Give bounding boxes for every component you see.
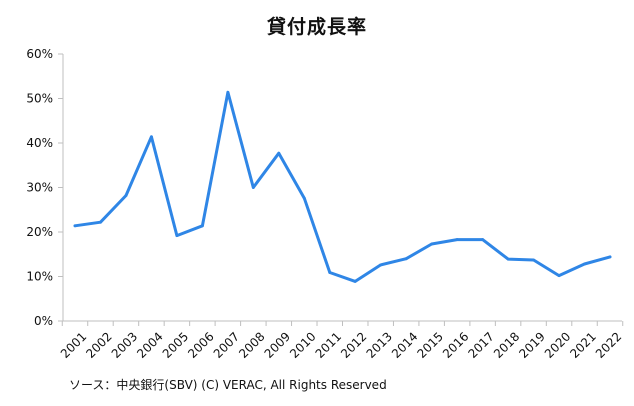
data-point — [73, 224, 77, 228]
y-tick-label: 50% — [26, 92, 53, 106]
series-line — [73, 90, 612, 283]
series-group — [73, 90, 612, 283]
data-point — [226, 90, 230, 94]
data-point — [430, 242, 434, 246]
axes — [58, 53, 624, 326]
y-tick-label: 40% — [26, 136, 53, 150]
data-point — [328, 271, 332, 274]
y-tick-label: 20% — [26, 225, 53, 239]
x-tick-label: 2017 — [465, 329, 496, 360]
x-tick-label: 2006 — [185, 329, 216, 360]
x-tick-label: 2019 — [516, 329, 547, 360]
y-tick-label: 60% — [26, 47, 53, 61]
data-point — [379, 263, 383, 267]
x-tick-label: 2016 — [440, 329, 471, 360]
data-point — [353, 279, 357, 283]
source-note: ソース：中央銀行(SBV) (C) VERAC, All Rights Rese… — [69, 378, 387, 392]
x-tick-label: 2022 — [593, 329, 624, 360]
x-tick-label: 2003 — [109, 329, 140, 360]
x-tick-label: 2002 — [83, 329, 114, 360]
data-point — [99, 220, 102, 224]
data-point — [506, 257, 510, 261]
data-point — [532, 258, 535, 262]
x-tick-label: 2014 — [389, 329, 420, 360]
x-axis-labels: 2001200220032004200520062007200820092010… — [58, 329, 624, 360]
x-tick-label: 2009 — [262, 329, 293, 360]
data-point — [200, 224, 204, 228]
x-tick-label: 2020 — [542, 329, 573, 360]
x-tick-label: 2018 — [491, 329, 522, 360]
data-point — [251, 186, 255, 189]
chart-title: 貸付成長率 — [266, 16, 367, 38]
x-tick-label: 2010 — [287, 329, 318, 360]
x-tick-label: 2008 — [236, 329, 267, 360]
x-tick-label: 2013 — [364, 329, 395, 360]
data-point — [302, 196, 306, 200]
data-point — [481, 238, 485, 241]
x-tick-label: 2007 — [211, 329, 242, 360]
data-point — [124, 194, 128, 197]
data-point — [175, 234, 179, 237]
y-axis-labels: 0% 10% 20% 30% 40% 50% 60% — [26, 47, 53, 328]
x-tick-label: 2012 — [338, 329, 369, 360]
y-tick-label: 30% — [26, 181, 53, 195]
data-point — [150, 135, 153, 139]
x-tick-label: 2015 — [415, 329, 446, 360]
x-tick-label: 2021 — [567, 329, 598, 360]
y-tick-label: 0% — [34, 314, 53, 328]
x-tick-label: 2011 — [313, 329, 344, 360]
x-tick-label: 2005 — [160, 329, 191, 360]
x-tick-label: 2004 — [134, 329, 165, 360]
data-point — [455, 238, 459, 241]
x-tick-label: 2001 — [58, 329, 89, 360]
data-point — [277, 151, 281, 155]
y-tick-label: 10% — [26, 270, 53, 284]
data-point — [583, 262, 586, 266]
data-point — [404, 257, 408, 261]
data-point — [557, 274, 561, 278]
data-point — [608, 255, 612, 259]
